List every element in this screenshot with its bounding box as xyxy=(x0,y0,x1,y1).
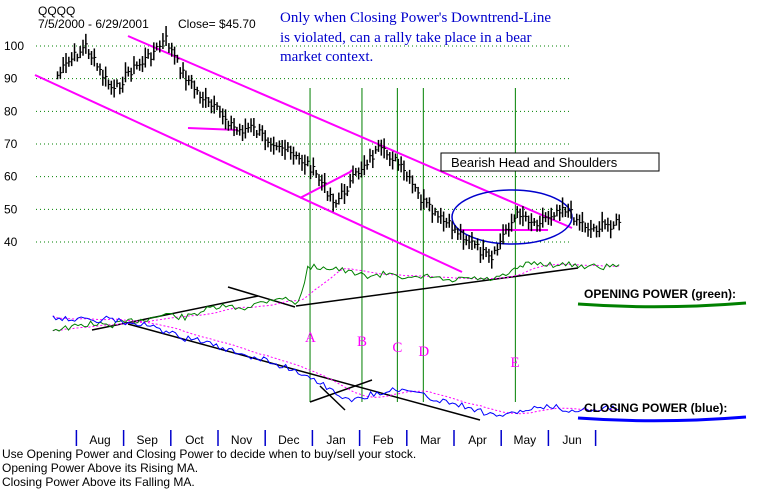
y-tick-label: 40 xyxy=(4,235,18,249)
price-bars xyxy=(56,26,622,269)
closing-power-ma xyxy=(52,315,620,415)
event-label-a: A xyxy=(305,330,316,346)
opening-power-trendline-up xyxy=(295,267,579,307)
channel-upper-line xyxy=(127,35,573,229)
event-label-e: E xyxy=(510,355,519,371)
month-label: Mar xyxy=(420,433,441,447)
head-shoulders-ellipse xyxy=(451,189,573,245)
footer-line-2: Opening Power Above its Rising MA. xyxy=(2,461,198,475)
channel-lower-line xyxy=(34,74,463,273)
event-label-d: D xyxy=(418,344,429,360)
annotation-line-3: market context. xyxy=(280,49,373,65)
month-label: Dec xyxy=(278,433,299,447)
month-label: Feb xyxy=(373,433,394,447)
month-label: Oct xyxy=(185,433,204,447)
chart-close: Close= $45.70 xyxy=(178,17,256,31)
y-axis-ticks: 100 90 80 70 60 50 40 xyxy=(4,39,24,249)
chart-symbol: QQQQ xyxy=(38,4,75,18)
footer-line-1: Use Opening Power and Closing Power to d… xyxy=(2,447,416,461)
closing-power-trendline-cross xyxy=(319,385,346,411)
y-tick-label: 100 xyxy=(4,39,24,53)
month-label: Aug xyxy=(89,433,110,447)
event-labels: A B C D E xyxy=(305,330,519,371)
y-tick-label: 50 xyxy=(4,202,18,216)
event-lines xyxy=(309,88,516,402)
month-axis: Aug Sep Oct Nov Dec Jan Feb Mar Apr May Jun xyxy=(75,430,597,447)
event-label-c: C xyxy=(392,340,402,356)
shoulder-neckline-left xyxy=(187,127,239,131)
opening-power-ma xyxy=(52,263,620,332)
opening-power-line xyxy=(52,260,620,332)
closing-power-label-underline xyxy=(577,415,747,423)
closing-power-trendline-local xyxy=(309,379,373,403)
y-tick-label: 80 xyxy=(4,104,18,118)
annotation-line-2: is violated, can a rally take place in a… xyxy=(280,30,532,46)
pattern-label-box xyxy=(440,152,660,172)
y-tick-label: 60 xyxy=(4,170,18,184)
month-label: Apr xyxy=(468,433,487,447)
pattern-overlays xyxy=(34,35,579,421)
y-tick-label: 90 xyxy=(4,72,18,86)
month-label: Nov xyxy=(231,433,252,447)
month-label: Jun xyxy=(562,433,581,447)
grid-lines xyxy=(36,45,572,243)
y-tick-label: 70 xyxy=(4,137,18,151)
opening-power-trendline-low xyxy=(91,295,259,331)
event-label-b: B xyxy=(357,334,367,350)
closing-power-trendline-down xyxy=(127,323,481,421)
series-layer xyxy=(52,26,622,417)
opening-power-trendline-local xyxy=(227,286,296,308)
opening-power-label-underline xyxy=(577,301,747,309)
head-outline xyxy=(299,169,353,199)
pattern-label: Bearish Head and Shoulders xyxy=(451,155,618,170)
opening-power-label: OPENING POWER (green): xyxy=(584,287,736,301)
annotation-line-1: Only when Closing Power's Downtrend-Line xyxy=(280,10,551,26)
footer-line-3: Closing Power Above its Falling MA. xyxy=(2,475,195,489)
month-label: Sep xyxy=(137,433,159,447)
chart-date-range: 7/5/2000 - 6/29/2001 xyxy=(38,17,149,31)
closing-power-label: CLOSING POWER (blue): xyxy=(584,401,727,415)
month-label: Jan xyxy=(326,433,345,447)
closing-power-line xyxy=(52,315,620,417)
month-label: May xyxy=(513,433,536,447)
